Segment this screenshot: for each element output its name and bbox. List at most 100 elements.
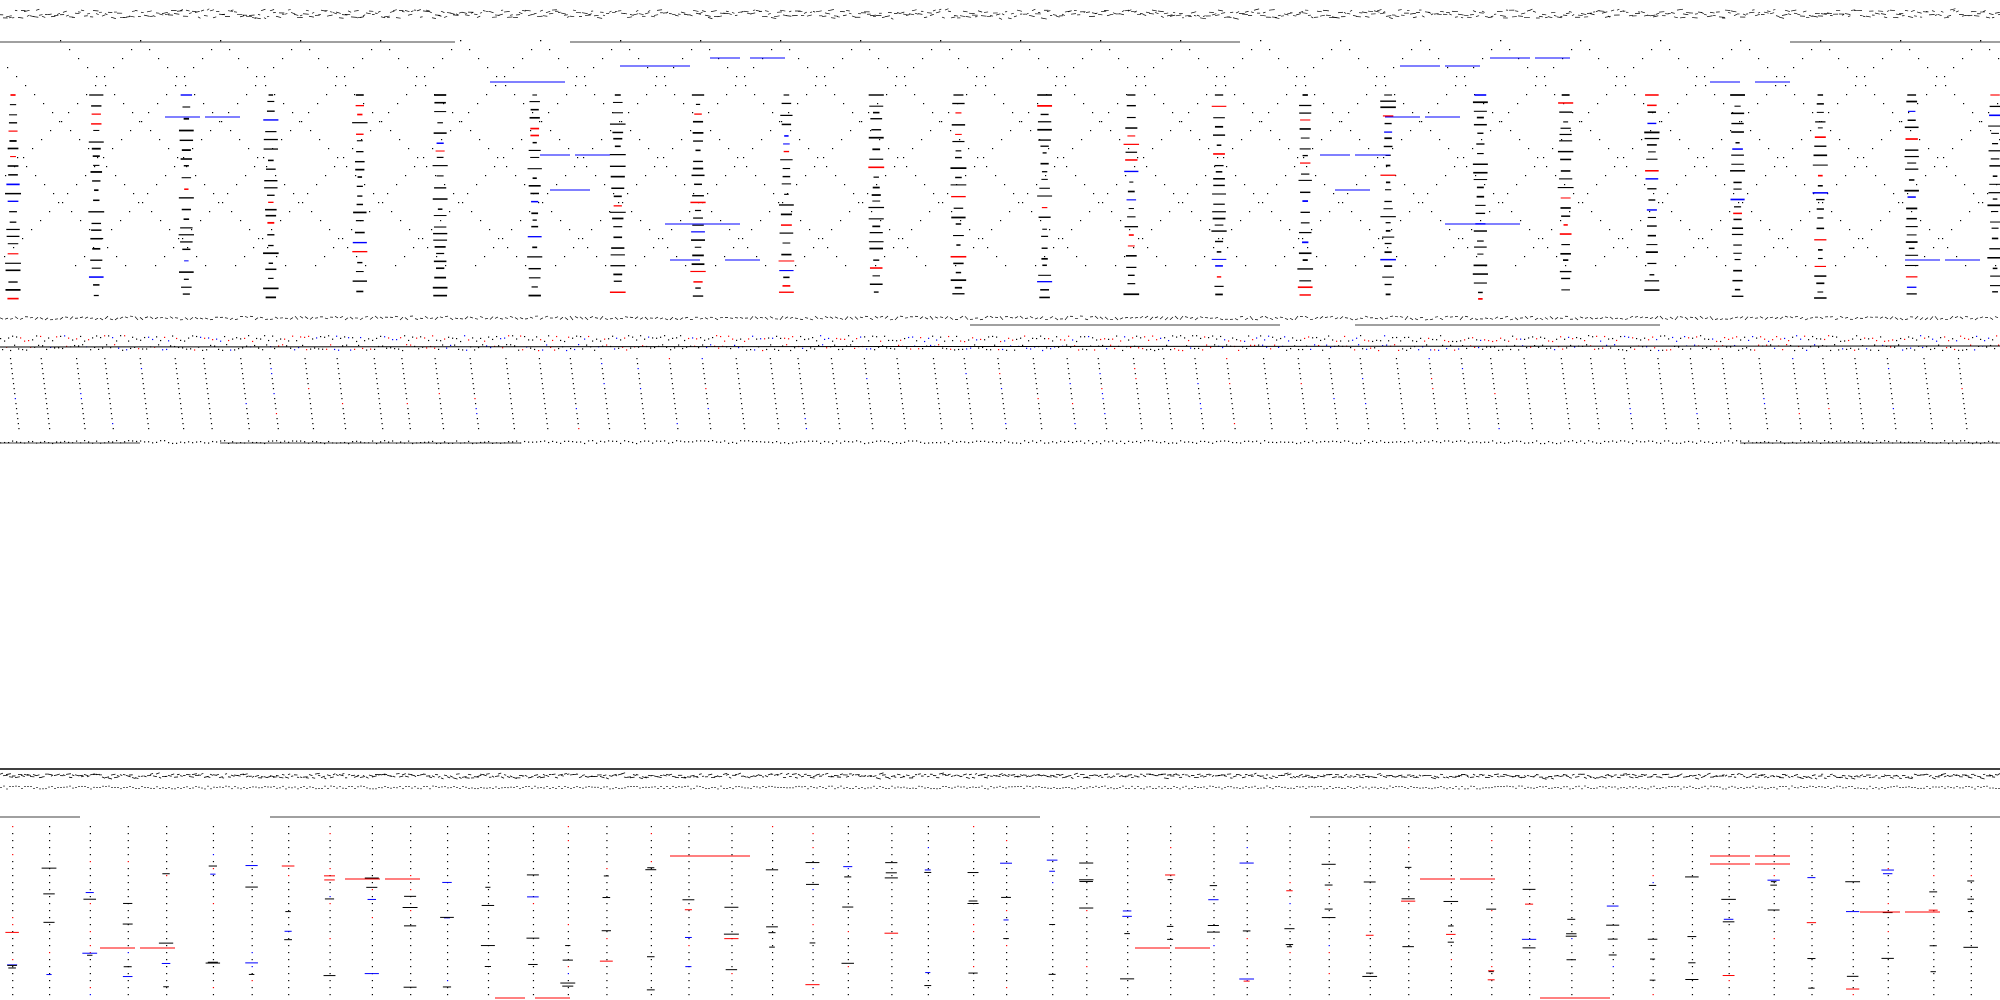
- diagonal-dot: [1213, 247, 1215, 249]
- diagonal-dot: [604, 184, 606, 186]
- column-dot: [513, 428, 516, 430]
- diagonal-dot: [229, 49, 231, 51]
- column-dot: [1930, 418, 1932, 420]
- tight-row-dot: [1262, 344, 1264, 346]
- tight-row-dot: [454, 344, 456, 346]
- column-dot: [1892, 403, 1894, 405]
- diagonal-dot: [5, 175, 7, 177]
- diagonal-dot: [435, 175, 437, 177]
- tick-strip-mark: [1994, 316, 1999, 318]
- diagonal-dot: [453, 193, 455, 195]
- diagonal-dot: [1801, 139, 1803, 141]
- column-dot: [312, 423, 314, 425]
- tight-row-dot: [322, 348, 324, 350]
- diagonal-dot: [4, 256, 6, 258]
- header-glyph-stroke: [1106, 14, 1111, 17]
- footer-dot-row: [128, 440, 130, 442]
- diagonal-dot: [1713, 67, 1715, 69]
- column-dot: [80, 398, 82, 400]
- diagonal-dot: [600, 220, 602, 222]
- diagonal-dot: [459, 121, 461, 123]
- tight-row-dot: [890, 347, 892, 350]
- tight-row-dot: [1244, 340, 1246, 342]
- tight-row-dot: [1444, 339, 1446, 342]
- column-dot: [1695, 408, 1697, 410]
- diagonal-dot: [1169, 211, 1171, 213]
- diagonal-dot: [619, 121, 621, 123]
- diagonal-dot: [923, 103, 925, 105]
- tight-row-dot: [88, 339, 90, 341]
- diagonal-dot: [1384, 76, 1386, 78]
- header-glyph-stroke: [665, 11, 669, 14]
- column-dot: [936, 388, 938, 390]
- footer-dot-row: [344, 441, 346, 444]
- tight-row-dot: [564, 340, 566, 343]
- diagonal-dot: [1867, 247, 1869, 249]
- diagonal-dot: [1063, 157, 1065, 159]
- column-dot: [870, 413, 872, 415]
- diagonal-dot: [317, 103, 319, 105]
- diagonal-dot: [1189, 49, 1191, 51]
- diagonal-dot: [1320, 220, 1322, 222]
- column-dot: [900, 393, 902, 395]
- diagonal-dot: [1373, 247, 1375, 249]
- tight-row-dot: [1210, 346, 1212, 349]
- tick-strip-mark: [684, 316, 689, 319]
- tick-strip-mark: [84, 316, 89, 319]
- column-dot: [75, 358, 78, 360]
- diagonal-dot: [559, 139, 561, 141]
- diagonal-dot: [1871, 229, 1873, 231]
- diagonal-dot: [822, 238, 824, 240]
- header-glyph-stroke: [263, 17, 267, 19]
- column-dot: [175, 368, 178, 370]
- tight-row-dot: [1902, 349, 1904, 351]
- diagonal-dot: [1547, 247, 1549, 249]
- diagonal-dot: [1047, 67, 1049, 69]
- column-dot: [338, 373, 340, 375]
- tight-row-dot: [184, 340, 186, 342]
- tight-row-dot: [72, 339, 74, 341]
- tight-row-dot: [816, 340, 818, 342]
- tight-row-dot: [146, 348, 148, 350]
- tight-row-dot: [22, 348, 24, 351]
- diagonal-dot: [1899, 121, 1901, 123]
- tight-row-dot: [1614, 344, 1616, 346]
- diagonal-dot: [227, 193, 229, 195]
- column-dot: [1766, 423, 1768, 425]
- tight-row-dot: [978, 347, 980, 349]
- diagonal-dot: [557, 103, 559, 105]
- column-dot: [1171, 428, 1173, 430]
- tick-strip-mark: [1769, 316, 1774, 319]
- column-dot: [1359, 358, 1361, 360]
- tight-row-dot: [1298, 348, 1300, 351]
- diagonal-dot: [266, 166, 268, 168]
- column-dot: [1436, 423, 1438, 425]
- diagonal-dot: [587, 247, 589, 249]
- tick-strip-mark: [574, 316, 579, 319]
- header-glyph-stroke: [1940, 10, 1944, 13]
- tight-row-dot: [1026, 347, 1028, 349]
- diagonal-dot: [645, 175, 647, 177]
- header-glyph-stroke: [476, 15, 481, 18]
- column-dot: [275, 408, 277, 410]
- header-glyph-stroke: [1763, 11, 1769, 14]
- tick-strip-mark: [349, 316, 354, 320]
- tick-strip-mark: [789, 316, 794, 319]
- column-dot: [865, 368, 867, 370]
- diagonal-dot: [1872, 148, 1874, 150]
- diagonal-dot: [1155, 175, 1157, 177]
- diagonal-dot: [445, 265, 447, 267]
- diagonal-dot: [1457, 157, 1459, 159]
- tick-strip-mark: [1159, 316, 1164, 320]
- diagonal-dot: [896, 76, 898, 78]
- header-glyph-stroke: [521, 9, 526, 12]
- tight-row-dot: [1840, 340, 1842, 342]
- tight-row-dot: [1386, 344, 1388, 346]
- tight-row-dot: [246, 345, 248, 347]
- tight-row-dot: [1432, 338, 1434, 341]
- tight-row-dot: [886, 347, 888, 349]
- column-dot: [898, 373, 900, 375]
- diagonal-dot: [860, 40, 862, 42]
- header-glyph-stroke: [14, 9, 18, 12]
- tick-strip-mark: [1194, 317, 1199, 321]
